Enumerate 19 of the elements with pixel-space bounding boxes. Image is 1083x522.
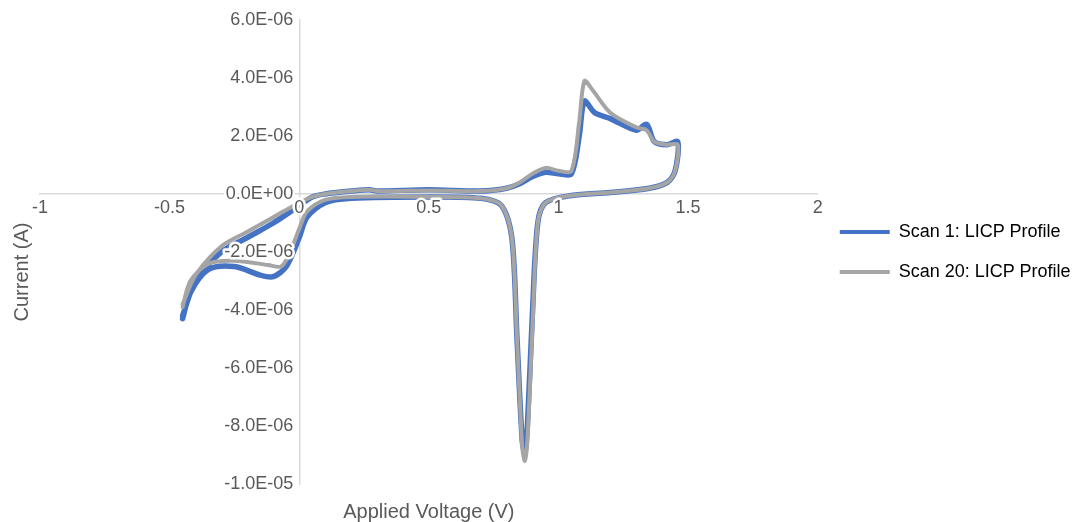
x-tick-label: -1 bbox=[31, 196, 49, 217]
y-tick-label: -8.0E-06 bbox=[224, 414, 294, 435]
legend-label: Scan 1: LICP Profile bbox=[898, 220, 1061, 241]
y-tick-label: 0.0E+00 bbox=[225, 182, 294, 203]
x-tick-label: 0 bbox=[294, 196, 305, 217]
y-tick-label: 6.0E-06 bbox=[230, 8, 294, 29]
y-tick-label: 4.0E-06 bbox=[230, 66, 294, 87]
x-tick-label: -0.5 bbox=[154, 196, 186, 217]
y-tick-label: -6.0E-06 bbox=[224, 356, 294, 377]
x-axis-title: Applied Voltage (V) bbox=[343, 500, 515, 522]
x-tick-label: 0.5 bbox=[416, 196, 442, 217]
y-tick-label: -1.0E-05 bbox=[224, 472, 294, 493]
y-axis-title: Current (A) bbox=[10, 222, 32, 322]
x-tick-label: 2 bbox=[812, 196, 823, 217]
legend-label: Scan 20: LICP Profile bbox=[898, 260, 1071, 281]
y-tick-label: 2.0E-06 bbox=[230, 124, 294, 145]
x-tick-label: 1.5 bbox=[675, 196, 701, 217]
y-tick-label: -4.0E-06 bbox=[224, 298, 294, 319]
x-tick-label: 1 bbox=[553, 196, 564, 217]
